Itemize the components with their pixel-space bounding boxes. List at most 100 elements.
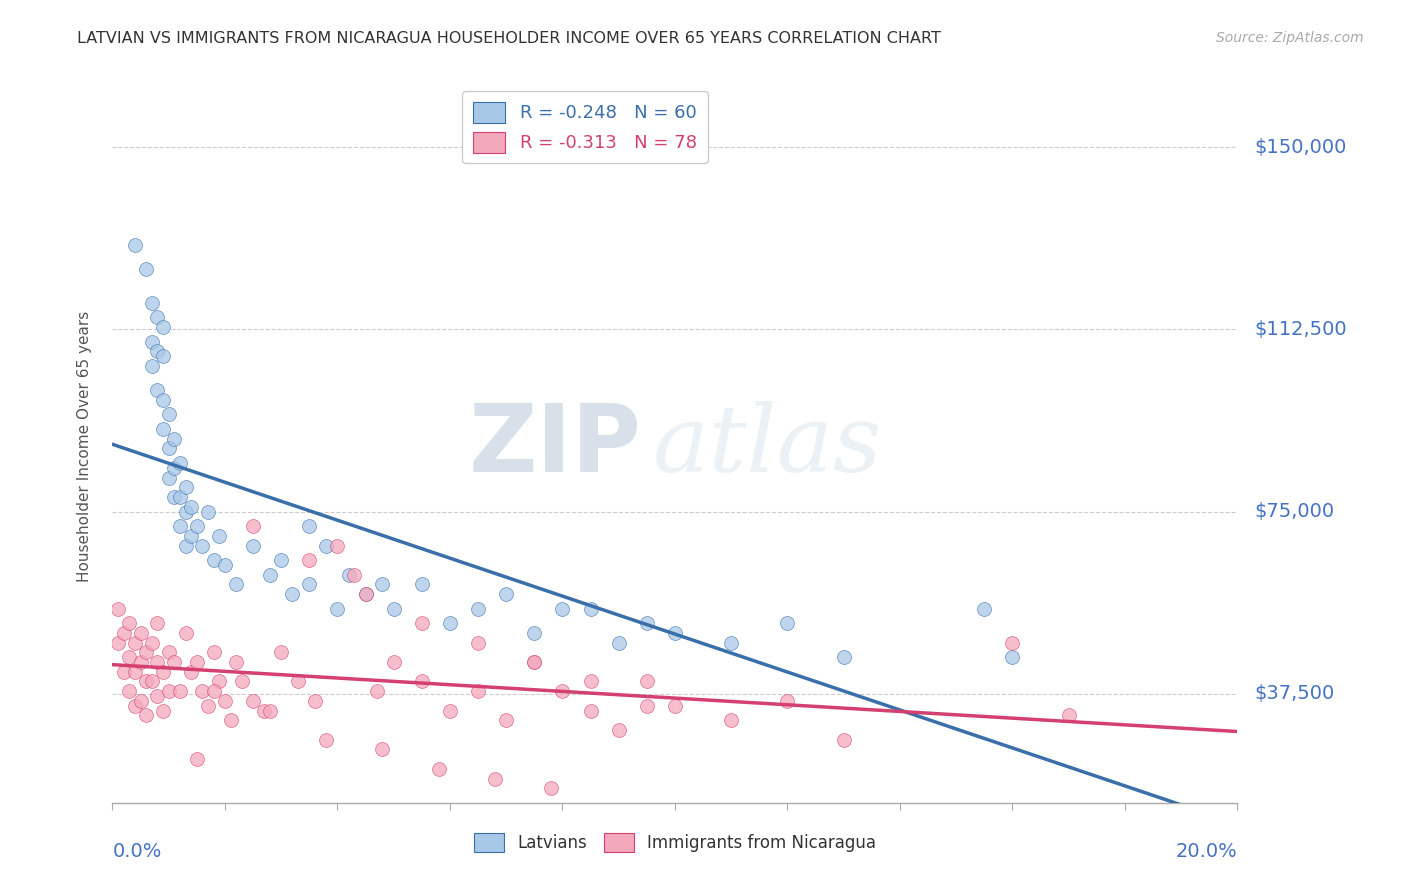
Point (107, 635, 129, 649)
Point (157, 645, 180, 659)
Point (169, 490, 191, 504)
Point (467, 635, 489, 649)
Text: Source: ZipAtlas.com: Source: ZipAtlas.com (1216, 31, 1364, 45)
Point (169, 519, 191, 533)
Point (1057, 708, 1080, 723)
Point (197, 698, 219, 713)
Point (157, 470, 180, 484)
Point (186, 519, 208, 533)
Point (124, 635, 146, 649)
Point (214, 694, 236, 708)
Point (112, 626, 135, 640)
Point (141, 334, 163, 349)
Point (124, 237, 146, 252)
Point (337, 567, 360, 582)
Point (382, 655, 405, 669)
Point (579, 674, 602, 689)
Point (636, 698, 658, 713)
Point (146, 383, 169, 397)
Point (191, 539, 214, 553)
Point (484, 772, 506, 786)
Point (411, 674, 433, 689)
Point (540, 781, 562, 796)
Point (551, 601, 574, 615)
Point (163, 432, 186, 446)
Point (225, 577, 247, 591)
Point (231, 674, 253, 689)
Point (467, 684, 489, 698)
Point (163, 490, 186, 504)
Point (776, 616, 799, 631)
Text: ZIP: ZIP (468, 400, 641, 492)
Point (186, 752, 208, 766)
Point (371, 742, 394, 756)
Point (118, 616, 141, 631)
Point (152, 665, 174, 679)
Point (720, 713, 742, 727)
Text: $112,500: $112,500 (1254, 320, 1347, 339)
Point (202, 645, 225, 659)
Y-axis label: Householder Income Over 65 years: Householder Income Over 65 years (77, 310, 91, 582)
Point (720, 635, 742, 649)
Point (664, 626, 686, 640)
Point (326, 539, 349, 553)
Point (354, 587, 377, 601)
Point (163, 655, 186, 669)
Point (298, 577, 321, 591)
Point (180, 500, 202, 514)
Point (141, 295, 163, 310)
Point (146, 344, 169, 359)
Point (152, 704, 174, 718)
Point (107, 601, 129, 615)
Point (146, 310, 169, 325)
Point (118, 684, 141, 698)
Point (180, 529, 202, 543)
Point (242, 519, 264, 533)
Point (636, 674, 658, 689)
Point (259, 567, 281, 582)
Point (776, 694, 799, 708)
Point (439, 704, 461, 718)
Point (146, 655, 169, 669)
Point (366, 684, 388, 698)
Text: $75,000: $75,000 (1254, 502, 1334, 521)
Point (315, 539, 337, 553)
Text: atlas: atlas (652, 401, 882, 491)
Text: LATVIAN VS IMMIGRANTS FROM NICARAGUA HOUSEHOLDER INCOME OVER 65 YEARS CORRELATIO: LATVIAN VS IMMIGRANTS FROM NICARAGUA HOU… (77, 31, 941, 46)
Point (219, 713, 242, 727)
Point (152, 422, 174, 436)
Point (270, 553, 292, 567)
Point (636, 616, 658, 631)
Point (411, 577, 433, 591)
Point (371, 577, 394, 591)
Point (152, 392, 174, 407)
Point (467, 601, 489, 615)
Point (141, 635, 163, 649)
Point (411, 616, 433, 631)
Point (129, 626, 152, 640)
Point (495, 713, 517, 727)
Point (174, 480, 197, 494)
Point (208, 529, 231, 543)
Text: $37,500: $37,500 (1254, 684, 1334, 703)
Point (214, 558, 236, 572)
Point (427, 762, 450, 776)
Point (832, 650, 855, 665)
Point (354, 587, 377, 601)
Point (197, 504, 219, 518)
Point (579, 704, 602, 718)
Point (242, 694, 264, 708)
Point (579, 601, 602, 615)
Legend: Latvians, Immigrants from Nicaragua: Latvians, Immigrants from Nicaragua (467, 826, 883, 859)
Point (191, 684, 214, 698)
Point (186, 655, 208, 669)
Point (664, 698, 686, 713)
Point (169, 684, 191, 698)
Point (157, 442, 180, 456)
Point (225, 655, 247, 669)
Point (135, 708, 157, 723)
Point (129, 655, 152, 669)
Point (832, 732, 855, 747)
Point (523, 655, 546, 669)
Point (304, 694, 326, 708)
